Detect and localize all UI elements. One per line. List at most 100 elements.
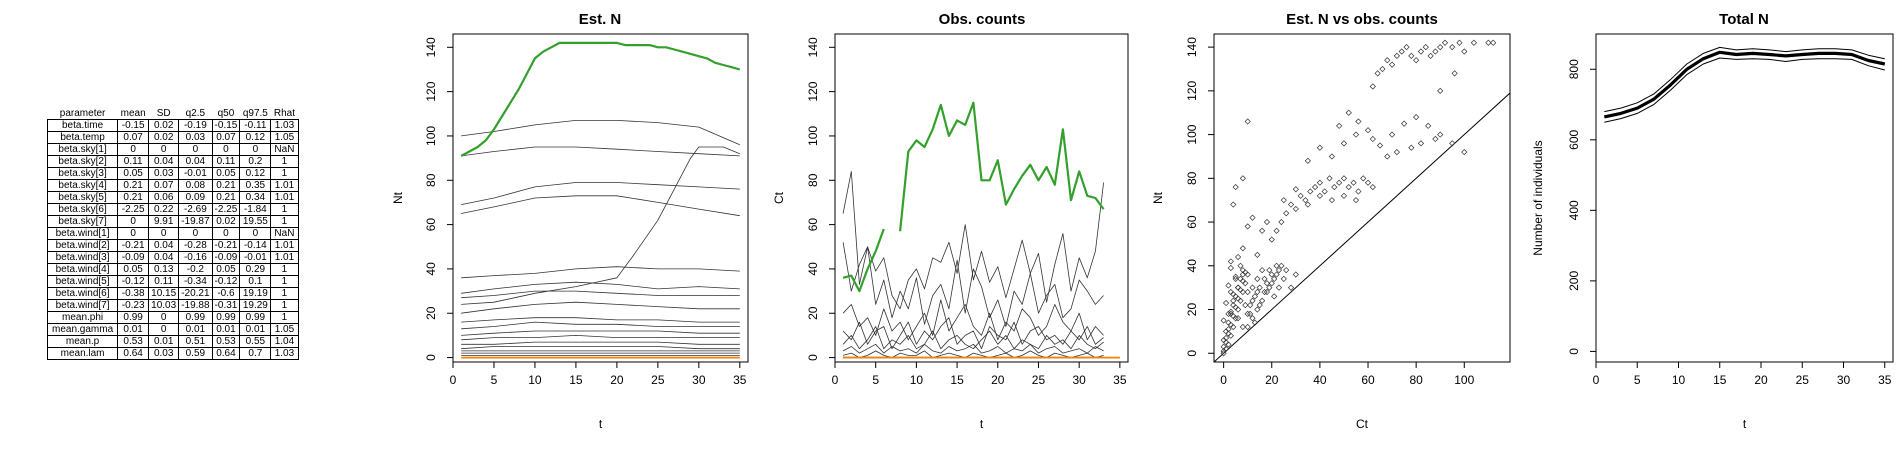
scatter-point	[1364, 179, 1372, 186]
x-tick-label: 35	[1878, 373, 1892, 387]
highlight-series-line	[899, 101, 1105, 232]
scatter-point	[1345, 183, 1352, 191]
series-line	[461, 182, 740, 205]
total-ci-lower	[1604, 57, 1885, 123]
scatter-point	[1449, 44, 1456, 51]
parameter-table-head: parameter mean SD q2.5 q50 q97.5 Rhat	[48, 107, 299, 120]
scatter-point	[1251, 293, 1259, 300]
scatter-point	[1326, 175, 1333, 182]
y-tick-label: 100	[806, 126, 820, 146]
scatter-point	[1261, 275, 1268, 283]
table-row: beta.wind[7] -0.23 10.03 -19.88 -0.31 19.29 1	[46, 299, 299, 312]
scatter-point	[1413, 113, 1420, 121]
scatter-point	[1321, 188, 1328, 195]
scatter-point	[1413, 57, 1420, 64]
series-line	[461, 146, 740, 305]
scatter-point	[1278, 262, 1285, 269]
chart-title: Est. N	[579, 11, 622, 28]
scatter-point	[1230, 201, 1237, 208]
series-line	[461, 266, 740, 279]
series-line	[461, 281, 740, 294]
scatter-point	[1278, 218, 1285, 226]
x-tick-label: 35	[1113, 373, 1127, 387]
scatter-point	[1311, 183, 1319, 191]
scatter-point	[1292, 186, 1299, 193]
scatter-point	[1456, 39, 1463, 46]
y-tick-label: 0	[424, 354, 438, 361]
x-axis-label: Ct	[1356, 417, 1369, 431]
x-tick-label: 5	[1634, 373, 1641, 387]
scatter-point	[1331, 183, 1338, 191]
y-tick-label: 0	[1567, 348, 1581, 355]
scatter-point	[1451, 70, 1458, 77]
scatter-point	[1374, 70, 1381, 77]
scatter-point	[1232, 315, 1239, 322]
chart-panel-3: 0 20 40 60 80 100 0 20 40 60 80 100 120 140 Est. N vs …	[1151, 11, 1511, 431]
scatter-point	[1369, 83, 1376, 90]
scatter-point	[1271, 275, 1278, 283]
x-axis-label: t	[980, 417, 984, 431]
parameter-table: parameter mean SD q2.5 q50 q97.5 Rhat be…	[46, 107, 299, 360]
scatter-point	[1244, 310, 1251, 317]
y-tick-label: 80	[424, 173, 438, 187]
scatter-point	[1247, 302, 1254, 309]
y-tick-label: 100	[1185, 124, 1199, 144]
scatter-point	[1304, 201, 1311, 208]
scatter-point	[1302, 197, 1309, 204]
scatter-point	[1283, 267, 1290, 274]
scatter-point	[1275, 284, 1283, 291]
scatter-point	[1259, 267, 1266, 274]
scatter-point	[1417, 140, 1425, 147]
scatter-point	[1393, 52, 1400, 59]
y-tick-label: 60	[806, 218, 820, 232]
x-tick-label: 30	[692, 373, 706, 387]
plot-frame	[834, 33, 1129, 363]
scatter-point	[1427, 52, 1434, 59]
scatter-point	[1287, 201, 1295, 208]
scatter-point	[1244, 288, 1251, 296]
series-line	[842, 299, 1104, 341]
header-mean: mean	[120, 107, 146, 119]
scatter-point	[1280, 197, 1287, 204]
scatter-point	[1360, 175, 1367, 182]
x-tick-label: 15	[950, 373, 964, 387]
scatter-point	[1364, 127, 1372, 134]
y-tick-label: 120	[806, 81, 820, 101]
series-line	[461, 330, 740, 336]
table-row: beta.sky[6] -2.25 0.22 -2.69 -2.25 -1.84 1	[46, 203, 299, 216]
series-line	[842, 350, 1104, 359]
total-ci-upper	[1604, 46, 1885, 113]
scatter-point	[1449, 140, 1456, 147]
scatter-point	[1227, 264, 1234, 272]
scatter-point	[1232, 275, 1239, 283]
scatter-point	[1376, 142, 1384, 149]
scatter-point	[1328, 153, 1336, 160]
x-tick-label: 0	[1220, 373, 1227, 387]
scatter-point	[1388, 61, 1396, 68]
scatter-point	[1232, 183, 1239, 191]
scatter-point	[1369, 135, 1376, 143]
table-row: beta.sky[5] 0.21 0.06 0.09 0.21 0.34 1.01	[46, 191, 299, 204]
plot-frame	[452, 33, 749, 363]
scatter-point	[1234, 306, 1242, 313]
y-tick-label: 80	[1185, 171, 1199, 185]
cell-rhat: 1.03	[270, 347, 299, 360]
scatter-point	[1432, 135, 1439, 143]
scatter-point	[1316, 144, 1323, 151]
x-tick-label: 0	[1593, 373, 1600, 387]
cell-q2-5: 0.59	[178, 347, 213, 360]
table-row: beta.wind[4] 0.05 0.13 -0.2 0.05 0.29 1	[46, 263, 299, 276]
scatter-point	[1239, 288, 1246, 296]
series-line	[461, 120, 740, 146]
y-tick-label: 40	[1185, 259, 1199, 273]
series-line	[461, 346, 740, 350]
y-tick-label: 120	[1185, 81, 1199, 101]
x-tick-label: 25	[1032, 373, 1046, 387]
scatter-point	[1234, 284, 1242, 291]
x-tick-label: 10	[528, 373, 542, 387]
scatter-point	[1227, 258, 1234, 265]
y-tick-label: 140	[806, 37, 820, 57]
scatter-point	[1230, 297, 1237, 304]
scatter-point	[1266, 267, 1273, 274]
scatter-point	[1437, 87, 1444, 94]
